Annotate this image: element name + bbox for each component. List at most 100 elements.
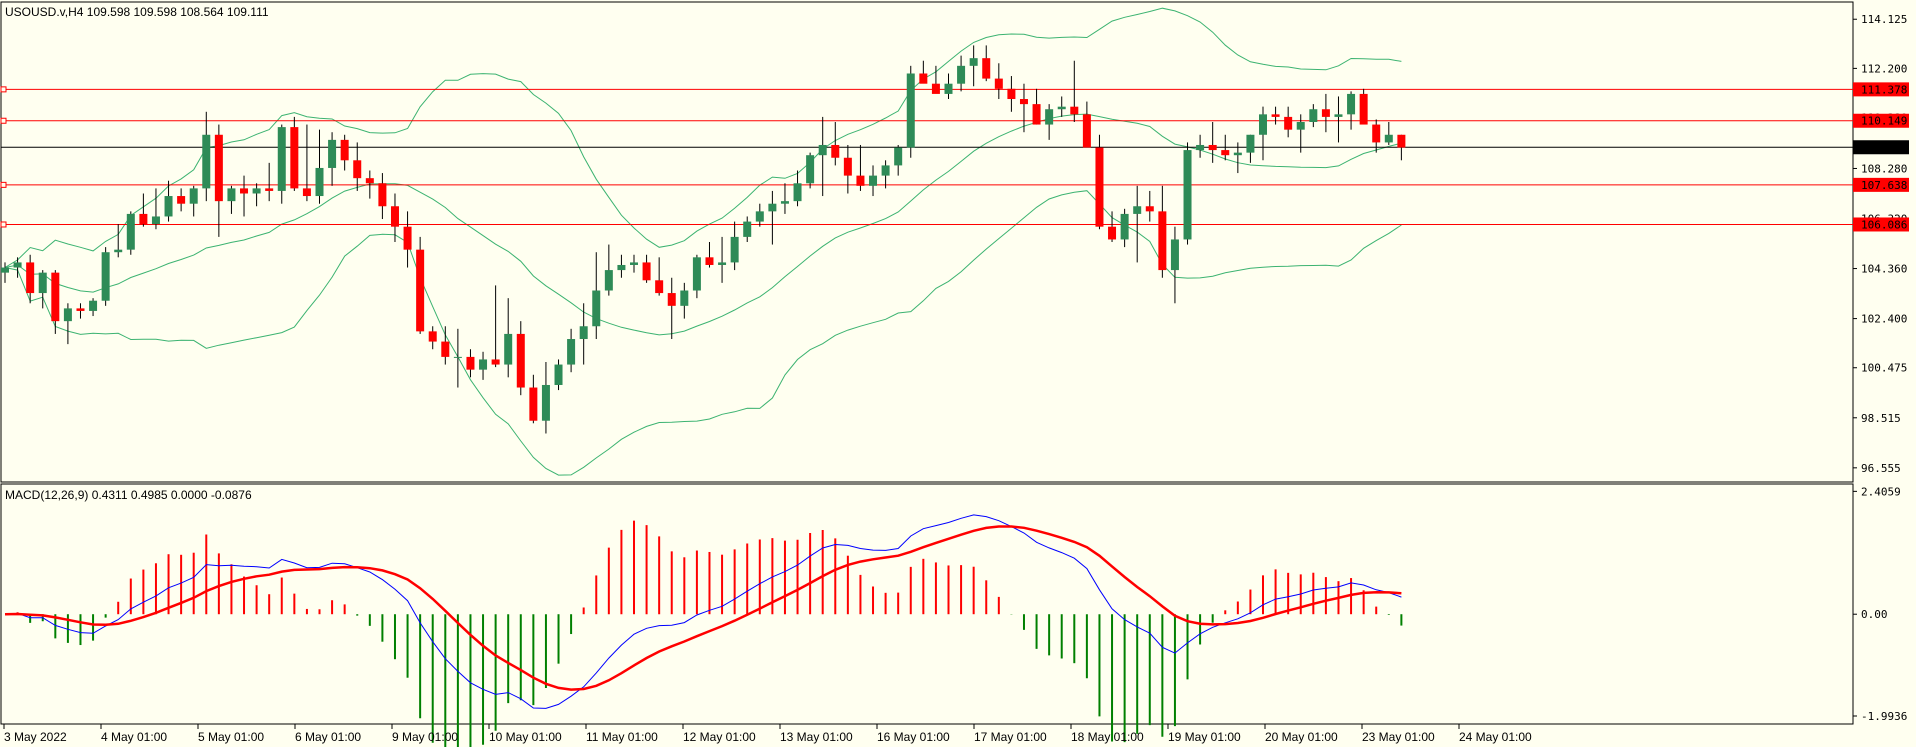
candle-body bbox=[26, 262, 35, 294]
time-tick-label: 12 May 01:00 bbox=[683, 730, 756, 744]
candle-body bbox=[869, 175, 878, 186]
candle-body bbox=[831, 144, 840, 158]
horizontal-levels bbox=[0, 86, 1853, 228]
time-tick-label: 11 May 01:00 bbox=[586, 730, 658, 744]
candle-body bbox=[378, 183, 387, 207]
candle-body bbox=[202, 134, 211, 189]
level-anchor bbox=[0, 117, 7, 124]
candle-body bbox=[630, 262, 638, 265]
candle-body bbox=[743, 221, 752, 237]
candle-body bbox=[479, 359, 488, 370]
signal-line bbox=[4, 525, 1402, 691]
candle-body bbox=[642, 262, 651, 281]
time-tick-label: 16 May 01:00 bbox=[877, 730, 950, 744]
time-tick-label: 23 May 01:00 bbox=[1362, 730, 1435, 744]
candle-body bbox=[177, 196, 186, 204]
candle-body bbox=[390, 206, 399, 227]
candle-body bbox=[1259, 114, 1267, 135]
price-tick-label: 104.360 bbox=[1861, 263, 1907, 276]
candle-body bbox=[957, 65, 966, 84]
time-tick-label: 9 May 01:00 bbox=[392, 730, 458, 744]
candle-body bbox=[705, 257, 714, 265]
candle-body bbox=[1271, 114, 1280, 117]
candle-body bbox=[151, 216, 160, 225]
candle-body bbox=[1057, 106, 1066, 110]
candle-body bbox=[969, 58, 978, 66]
candle-body bbox=[567, 339, 576, 365]
time-tick-label: 13 May 01:00 bbox=[780, 730, 853, 744]
candle-body bbox=[76, 308, 85, 311]
level-anchor bbox=[0, 221, 7, 228]
band-middle bbox=[4, 113, 1402, 336]
candle-body bbox=[793, 183, 802, 202]
level-label: 109.111 bbox=[1861, 141, 1907, 154]
candle-body bbox=[894, 147, 903, 166]
candle-body bbox=[906, 73, 915, 148]
candle-body bbox=[290, 127, 299, 189]
level-label-box bbox=[1853, 82, 1909, 97]
level-label-box bbox=[1853, 177, 1909, 192]
candle-body bbox=[1070, 106, 1079, 115]
macd-histogram bbox=[16, 520, 1403, 747]
candle-body bbox=[1082, 114, 1091, 148]
candle-body bbox=[931, 83, 940, 94]
level-label-box bbox=[1853, 140, 1909, 155]
macd-tick-label: 2.4059 bbox=[1861, 485, 1901, 498]
candle-body bbox=[1246, 134, 1255, 153]
symbol-header: USOUSD.v,H4 109.598 109.598 108.564 109.… bbox=[5, 5, 269, 19]
price-panel-frame bbox=[0, 1, 1854, 483]
candle-body bbox=[277, 127, 286, 191]
candle-body bbox=[340, 139, 349, 161]
band-lower bbox=[4, 190, 1402, 476]
time-tick-label: 18 May 01:00 bbox=[1071, 730, 1144, 744]
candle-body bbox=[13, 262, 22, 268]
candle-body bbox=[252, 188, 261, 194]
candle-body bbox=[944, 83, 953, 94]
candle-body bbox=[38, 272, 47, 294]
time-tick-label: 17 May 01:00 bbox=[974, 730, 1047, 744]
candle-body bbox=[843, 157, 852, 176]
candle-body bbox=[516, 333, 525, 388]
candle-body bbox=[1158, 211, 1167, 271]
candle-body bbox=[1384, 134, 1393, 143]
candle-body bbox=[1208, 144, 1217, 151]
candle-body bbox=[214, 134, 223, 202]
candle-body bbox=[466, 356, 475, 370]
candle-body bbox=[240, 188, 249, 194]
level-label: 106.086 bbox=[1861, 218, 1907, 231]
candle-body bbox=[604, 270, 613, 291]
candle-body bbox=[579, 326, 588, 340]
candle-body bbox=[328, 139, 337, 168]
candle-body bbox=[529, 387, 538, 421]
time-tick-label: 19 May 01:00 bbox=[1168, 730, 1241, 744]
macd-tick-label: 0.00 bbox=[1861, 608, 1888, 621]
candle-body bbox=[730, 236, 739, 263]
macd-lines bbox=[4, 514, 1402, 709]
candle-body bbox=[126, 213, 135, 250]
candle-body bbox=[63, 308, 72, 322]
candle-body bbox=[994, 78, 1003, 89]
level-labels: 111.378 110.149 109.111 107.638 106.086 bbox=[1853, 82, 1909, 232]
band-upper bbox=[4, 7, 1402, 268]
candle-body bbox=[692, 257, 701, 291]
price-tick-label: 96.555 bbox=[1861, 462, 1901, 475]
price-tick-label: 112.200 bbox=[1861, 62, 1907, 75]
candle-body bbox=[1183, 150, 1192, 240]
level-label: 107.638 bbox=[1861, 179, 1907, 192]
bollinger-bands bbox=[4, 7, 1402, 476]
time-tick-label: 4 May 01:00 bbox=[101, 730, 167, 744]
macd-panel-frame bbox=[0, 483, 1854, 725]
candle-body bbox=[101, 252, 110, 301]
candle-body bbox=[1221, 150, 1230, 156]
candle-body bbox=[302, 188, 311, 197]
candle-body bbox=[1019, 99, 1028, 105]
macd-line bbox=[4, 514, 1402, 709]
candle-body bbox=[856, 175, 865, 186]
candle-body bbox=[617, 264, 626, 271]
candle-body bbox=[441, 341, 450, 357]
candle-body bbox=[1108, 226, 1117, 240]
time-tick-label: 6 May 01:00 bbox=[295, 730, 361, 744]
candle-body bbox=[416, 249, 425, 332]
candle-body bbox=[541, 384, 550, 421]
